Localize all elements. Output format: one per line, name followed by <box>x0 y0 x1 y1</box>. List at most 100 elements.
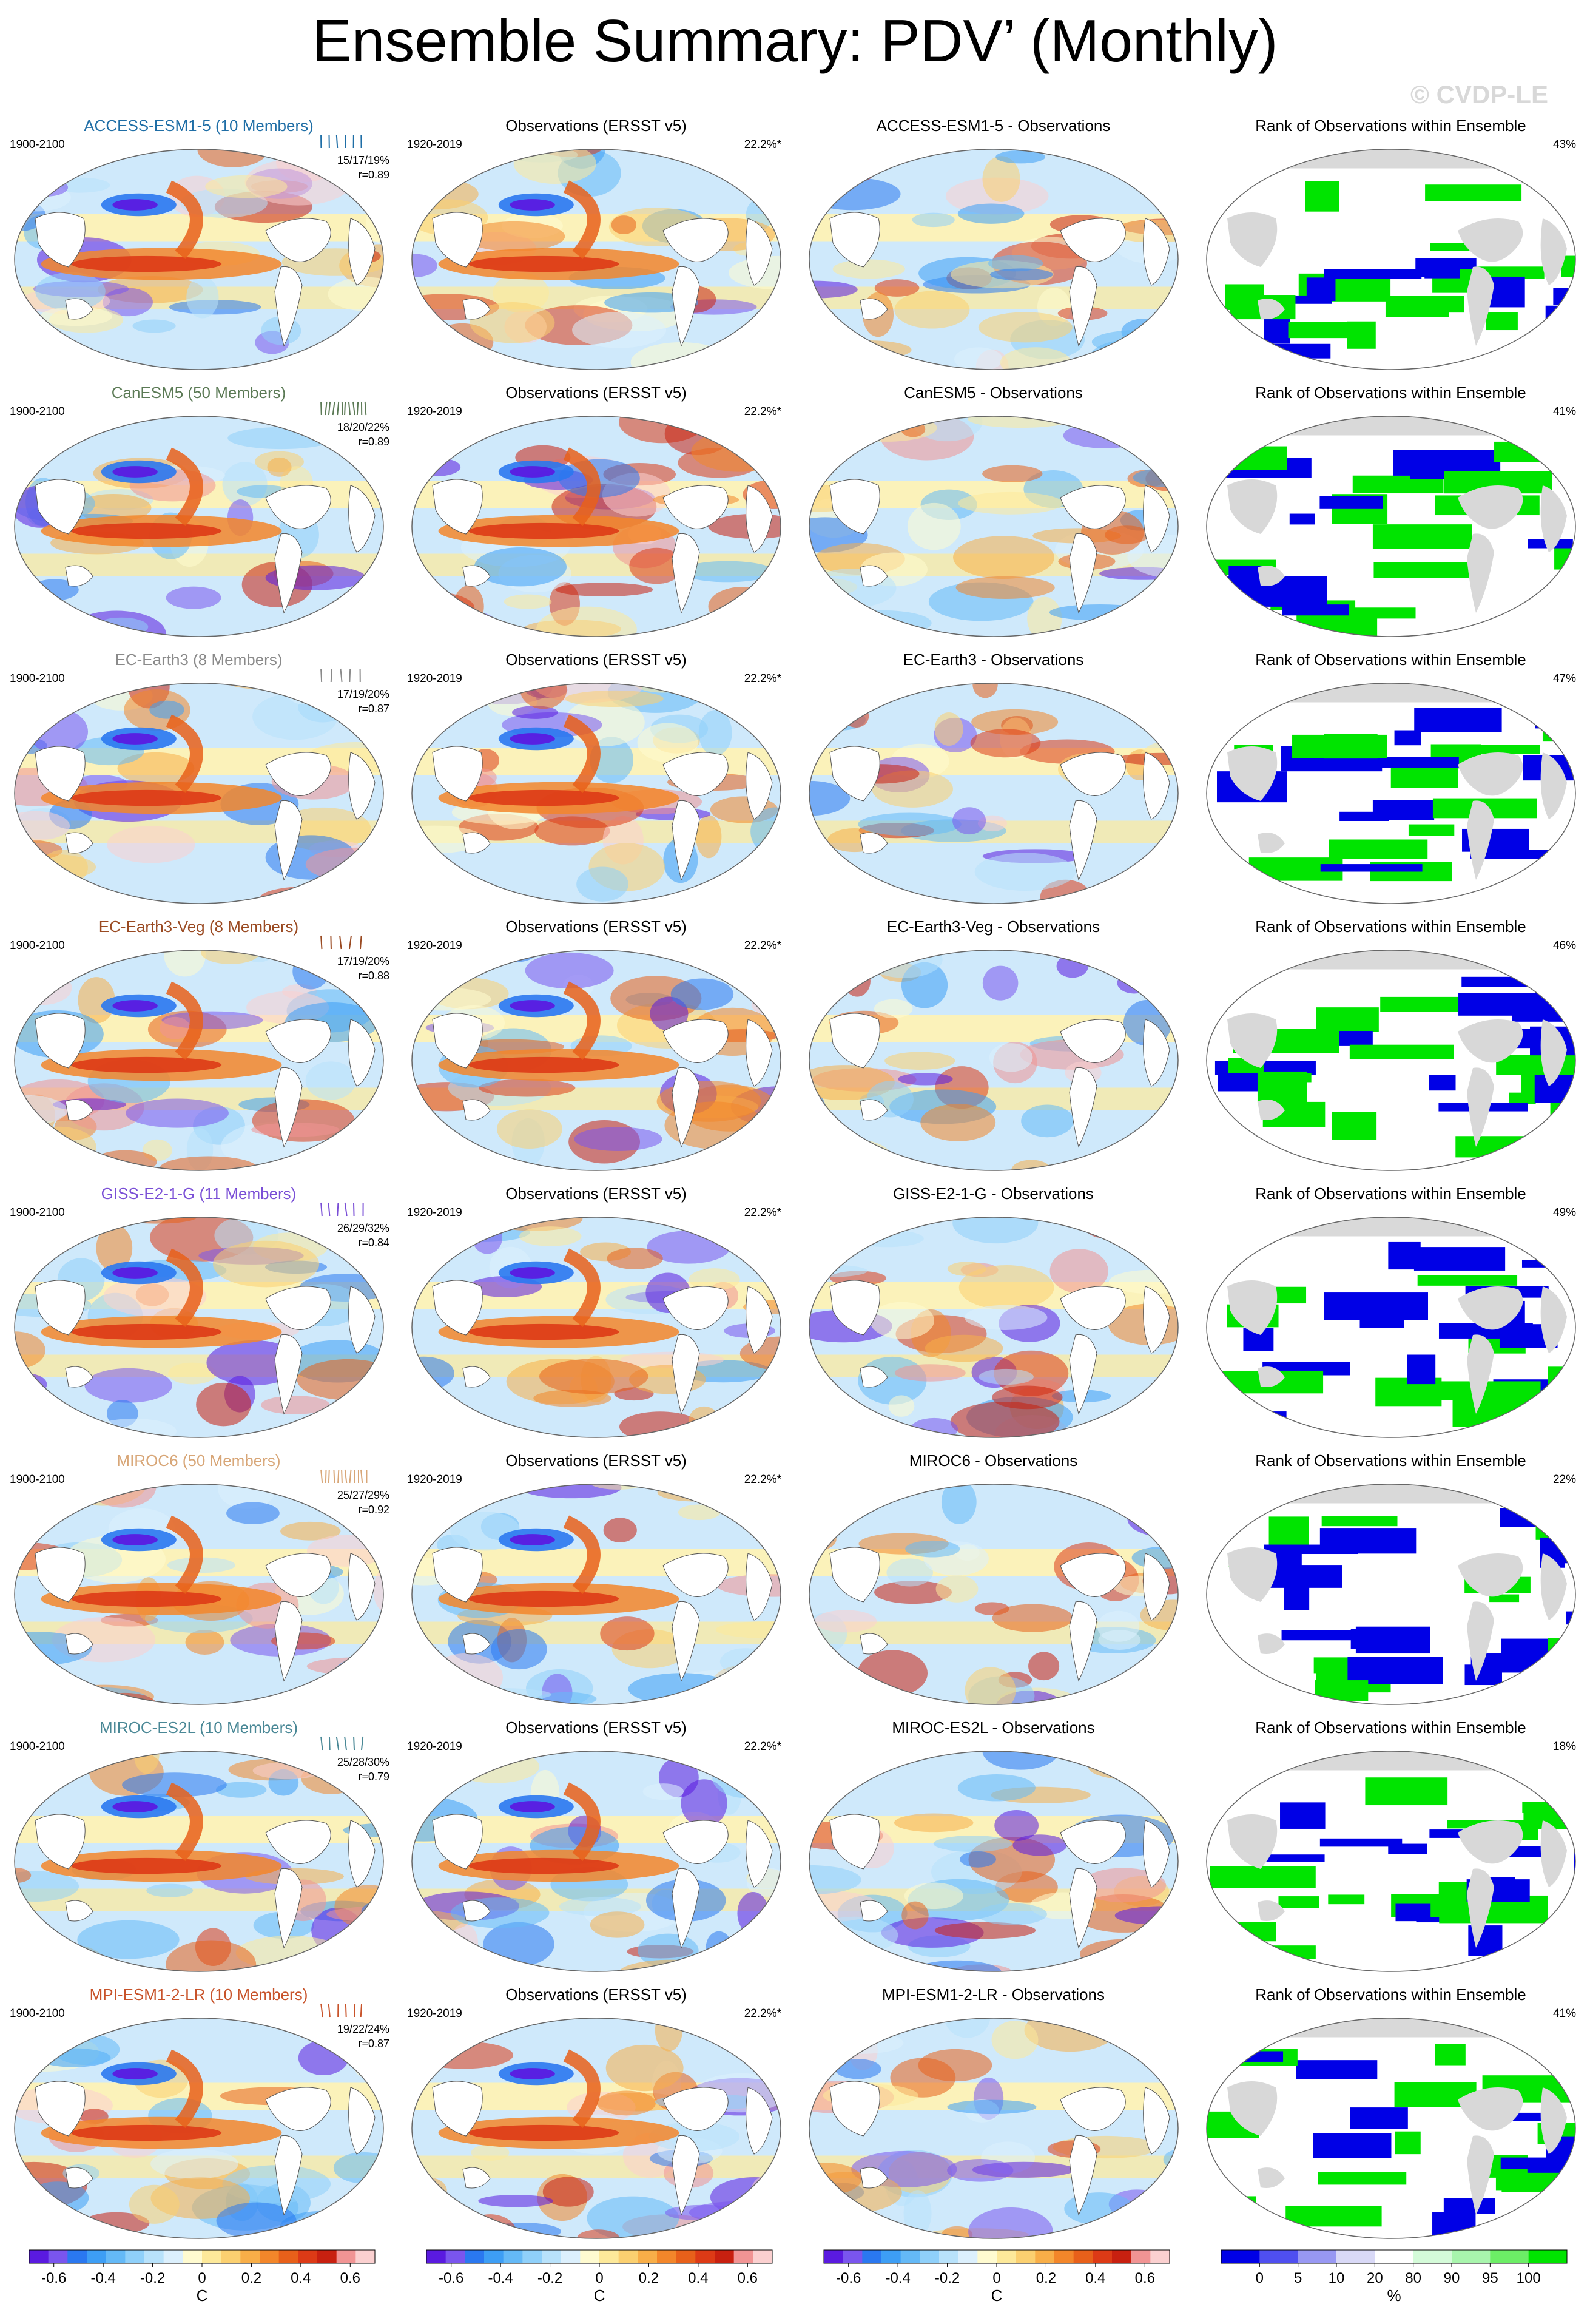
member-tick <box>320 401 322 416</box>
colorbar-swatch <box>958 2250 978 2263</box>
obs-map <box>411 1484 781 1705</box>
model-map <box>14 1217 384 1438</box>
panel-rank: Rank of Observations within Ensemble 41% <box>1192 1978 1589 2245</box>
colorbar-swatch <box>278 2250 298 2263</box>
obs-map <box>411 416 781 637</box>
colorbar-swatch <box>336 2250 356 2263</box>
colorbar-tick-label: 0.6 <box>340 2270 360 2286</box>
colorbar-swatch <box>298 2250 318 2263</box>
colorbar-swatch <box>1375 2250 1414 2263</box>
panel-model: CanESM5 (50 Members) 1900-2100 18/20/22% r=… <box>0 376 397 643</box>
panel-model: ACCESS-ESM1-5 (10 Members) 1900-2100 15/17… <box>0 109 397 376</box>
observations-pct: 22.2%* <box>744 138 781 151</box>
observations-pct: 22.2%* <box>744 939 781 952</box>
rank-title: Rank of Observations within Ensemble <box>1255 1718 1526 1737</box>
panel-model: EC-Earth3-Veg (8 Members) 1900-2100 17/19/… <box>0 910 397 1177</box>
colorbar-swatch <box>1073 2250 1093 2263</box>
colorbar-swatch <box>939 2250 959 2263</box>
observations-pct: 22.2%* <box>744 1206 781 1219</box>
panel-observations: Observations (ERSST v5) 1920-2019 22.2%* <box>397 1177 795 1444</box>
diff-map <box>809 683 1179 904</box>
difference-title: EC-Earth3 - Observations <box>903 650 1084 669</box>
colorbar-swatch <box>503 2250 523 2263</box>
colorbar-swatch <box>1528 2250 1568 2263</box>
member-tick <box>359 935 362 950</box>
panel-difference: GISS-E2-1-G - Observations <box>795 1177 1192 1444</box>
colorbar-tick-label: 20 <box>1367 2270 1383 2286</box>
rank-pct: 18% <box>1552 1740 1576 1753</box>
member-tick <box>354 2003 356 2018</box>
rank-title: Rank of Observations within Ensemble <box>1255 1985 1526 2004</box>
diff-map <box>809 416 1179 637</box>
member-ticks <box>320 134 362 149</box>
colorbar-tick-label: 0.4 <box>688 2270 708 2286</box>
model-title: MIROC6 (50 Members) <box>116 1451 281 1470</box>
colorbar-tick-label: -0.4 <box>90 2270 115 2286</box>
rank-map <box>1206 1217 1576 1438</box>
map-host <box>1203 2015 1579 2242</box>
member-tick <box>330 668 332 683</box>
colorbar-tick-label: 0.2 <box>639 2270 659 2286</box>
anomaly-colorbar: -0.6 -0.4 -0.2 0 0.2 0.4 0.6 C <box>29 2249 376 2305</box>
diff-map <box>809 1217 1179 1438</box>
model-stats: 17/19/20% r=0.87 <box>335 687 389 716</box>
colorbar-swatch <box>1490 2250 1529 2263</box>
colorbar-tick-label: 0 <box>1256 2270 1264 2286</box>
colorbar-tick-label: -0.4 <box>885 2270 910 2286</box>
rank-title: Rank of Observations within Ensemble <box>1255 650 1526 669</box>
model-years: 1900-2100 <box>10 2007 65 2020</box>
observations-title: Observations (ERSST v5) <box>505 117 687 135</box>
stats-pct: 19/22/24% <box>337 2023 389 2035</box>
figure-title: Ensemble Summary: PDV’ (Monthly) <box>312 7 1278 74</box>
obs-map <box>411 149 781 370</box>
colorbar-swatch <box>843 2250 863 2263</box>
diff-map <box>809 1751 1179 1972</box>
member-tick <box>337 1469 340 1484</box>
member-tick <box>337 1202 339 1217</box>
map-host <box>806 1748 1182 1975</box>
member-tick <box>340 668 343 683</box>
panel-difference: MPI-ESM1-2-LR - Observations <box>795 1978 1192 2245</box>
stats-r: r=0.88 <box>358 970 389 982</box>
panel-difference: ACCESS-ESM1-5 - Observations <box>795 109 1192 376</box>
colorbar-tick-label: 0.4 <box>1085 2270 1105 2286</box>
rank-title: Rank of Observations within Ensemble <box>1255 917 1526 936</box>
difference-title: MIROC-ES2L - Observations <box>892 1718 1095 1737</box>
colorbar-tick-label: 0 <box>198 2270 206 2286</box>
model-map <box>14 1484 384 1705</box>
panel-rank: Rank of Observations within Ensemble 47% <box>1192 643 1589 910</box>
colorbar-swatch <box>997 2250 1017 2263</box>
colorbar-swatch <box>426 2250 446 2263</box>
colorbar-unit: C <box>991 2286 1003 2305</box>
model-map <box>14 2018 384 2239</box>
map-host <box>11 2015 387 2242</box>
stats-r: r=0.89 <box>358 436 389 448</box>
obs-map <box>411 1217 781 1438</box>
colorbar-swatch <box>29 2250 49 2263</box>
stats-pct: 18/20/22% <box>337 421 389 433</box>
map-host <box>11 1481 387 1708</box>
observations-years: 1920-2019 <box>407 138 462 151</box>
panel-model: MIROC6 (50 Members) 1900-2100 25/27/29% r=0… <box>0 1444 397 1711</box>
colorbar-swatch <box>106 2250 126 2263</box>
model-title: CanESM5 (50 Members) <box>111 383 286 402</box>
colorbar-swatch <box>163 2250 183 2263</box>
stats-pct: 17/19/20% <box>337 955 389 967</box>
observations-title: Observations (ERSST v5) <box>505 383 687 402</box>
member-tick <box>320 935 323 950</box>
map-host <box>1203 1481 1579 1708</box>
member-tick <box>341 401 343 416</box>
obs-map <box>411 1751 781 1972</box>
model-title: EC-Earth3-Veg (8 Members) <box>98 917 299 936</box>
panel-observations: Observations (ERSST v5) 1920-2019 22.2%* <box>397 643 795 910</box>
colorbar-tick-label: 0.6 <box>1135 2270 1155 2286</box>
colorbar-swatch <box>1298 2250 1337 2263</box>
observations-years: 1920-2019 <box>407 1206 462 1219</box>
panel-difference: CanESM5 - Observations <box>795 376 1192 643</box>
panel-observations: Observations (ERSST v5) 1920-2019 22.2%* <box>397 910 795 1177</box>
colorbar-swatch <box>1259 2250 1299 2263</box>
colorbar-tick-label: -0.2 <box>140 2270 165 2286</box>
member-tick <box>352 401 355 416</box>
observations-pct: 22.2%* <box>744 405 781 418</box>
colorbar-swatch <box>522 2250 542 2263</box>
